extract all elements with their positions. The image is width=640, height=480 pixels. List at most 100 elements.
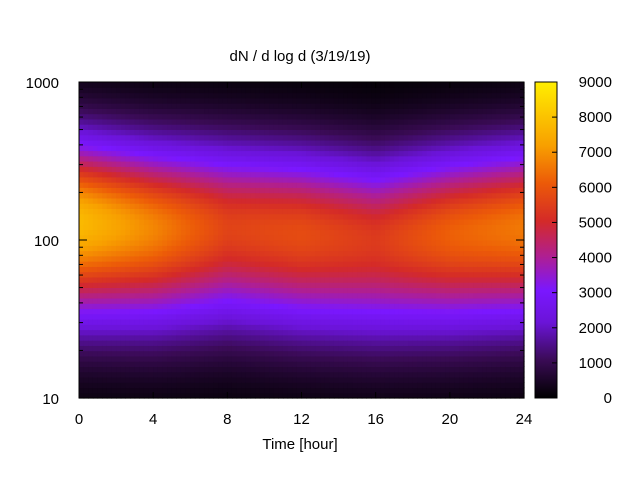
heatmap-cell	[454, 129, 460, 136]
heatmap-cell	[194, 145, 201, 152]
heatmap-cell	[218, 255, 224, 262]
heatmap-cell	[120, 103, 126, 109]
heatmap-cell	[361, 171, 367, 178]
heatmap-cell	[79, 134, 85, 141]
heatmap-cell	[167, 313, 173, 320]
heatmap-cell	[394, 97, 400, 104]
heatmap-cell	[347, 271, 354, 278]
heatmap-cell	[389, 182, 395, 188]
heatmap-cell	[324, 261, 330, 267]
heatmap-cell	[185, 345, 191, 352]
heatmap-cell	[361, 345, 367, 352]
heatmap-cell	[412, 266, 418, 273]
heatmap-cell	[139, 176, 145, 183]
heatmap-cell	[97, 313, 103, 320]
heatmap-cell	[324, 82, 330, 88]
heatmap-cell	[180, 313, 187, 320]
heatmap-cell	[148, 345, 154, 352]
heatmap-cell	[222, 392, 228, 399]
heatmap-cell	[171, 129, 177, 136]
heatmap-cell	[375, 97, 381, 104]
heatmap-cell	[296, 292, 303, 299]
heatmap-cell	[422, 182, 428, 188]
heatmap-cell	[245, 266, 252, 273]
heatmap-cell	[449, 355, 456, 362]
heatmap-cell	[79, 361, 85, 367]
heatmap-cell	[180, 108, 187, 115]
heatmap-cell	[167, 324, 173, 331]
heatmap-cell	[264, 266, 270, 273]
heatmap-cell	[426, 187, 432, 194]
heatmap-cell	[218, 113, 224, 120]
heatmap-cell	[394, 282, 400, 288]
heatmap-cell	[329, 129, 335, 136]
heatmap-cell	[435, 282, 442, 288]
heatmap-cell	[324, 229, 330, 236]
heatmap-cell	[153, 129, 159, 136]
heatmap-cell	[306, 350, 312, 357]
heatmap-cell	[459, 240, 465, 246]
heatmap-cell	[315, 187, 321, 194]
heatmap-cell	[111, 118, 117, 125]
heatmap-cell	[134, 176, 140, 183]
heatmap-cell	[157, 108, 164, 115]
heatmap-cell	[361, 276, 367, 283]
heatmap-cell	[431, 82, 437, 88]
heatmap-cell	[440, 340, 446, 346]
heatmap-cell	[106, 297, 113, 304]
heatmap-cell	[315, 171, 321, 178]
heatmap-cell	[329, 282, 335, 288]
heatmap-cell	[176, 218, 182, 225]
heatmap-cell	[380, 129, 386, 136]
heatmap-cell	[116, 145, 122, 152]
heatmap-cell	[227, 187, 233, 194]
heatmap-cell	[83, 392, 89, 399]
heatmap-cell	[287, 82, 293, 88]
heatmap-cell	[426, 129, 432, 136]
heatmap-cell	[454, 261, 460, 267]
heatmap-cell	[139, 366, 145, 373]
heatmap-cell	[329, 176, 335, 183]
heatmap-cell	[315, 313, 321, 320]
heatmap-cell	[426, 97, 432, 104]
heatmap-cell	[231, 319, 238, 325]
heatmap-cell	[426, 150, 432, 157]
heatmap-cell	[129, 87, 136, 94]
heatmap-cell	[222, 108, 228, 115]
heatmap-cell	[366, 213, 372, 220]
heatmap-cell	[408, 392, 414, 399]
heatmap-cell	[384, 382, 391, 389]
heatmap-cell	[250, 382, 256, 389]
heatmap-cell	[408, 250, 414, 257]
heatmap-cell	[176, 271, 182, 278]
heatmap-cell	[301, 129, 307, 136]
heatmap-cell	[361, 292, 367, 299]
heatmap-cell	[375, 82, 381, 88]
heatmap-cell	[129, 82, 136, 88]
heatmap-cell	[366, 334, 372, 341]
heatmap-cell	[269, 234, 275, 241]
heatmap-cell	[236, 355, 242, 362]
heatmap-cell	[185, 203, 191, 209]
heatmap-cell	[398, 334, 405, 341]
heatmap-cell	[236, 392, 242, 399]
heatmap-cell	[440, 240, 446, 246]
heatmap-cell	[269, 261, 275, 267]
heatmap-cell	[343, 176, 349, 183]
heatmap-cell	[343, 255, 349, 262]
heatmap-cell	[315, 139, 321, 146]
heatmap-cell	[218, 92, 224, 99]
heatmap-cell	[357, 355, 363, 362]
heatmap-cell	[269, 366, 275, 373]
heatmap-cell	[180, 229, 187, 236]
heatmap-cell	[282, 92, 289, 99]
heatmap-cell	[125, 171, 131, 178]
heatmap-cell	[412, 229, 418, 236]
heatmap-cell	[292, 376, 298, 383]
heatmap-cell	[422, 234, 428, 241]
heatmap-cell	[426, 203, 432, 209]
heatmap-cell	[394, 261, 400, 267]
heatmap-cell	[352, 319, 358, 325]
heatmap-cell	[394, 208, 400, 215]
heatmap-cell	[445, 108, 451, 115]
